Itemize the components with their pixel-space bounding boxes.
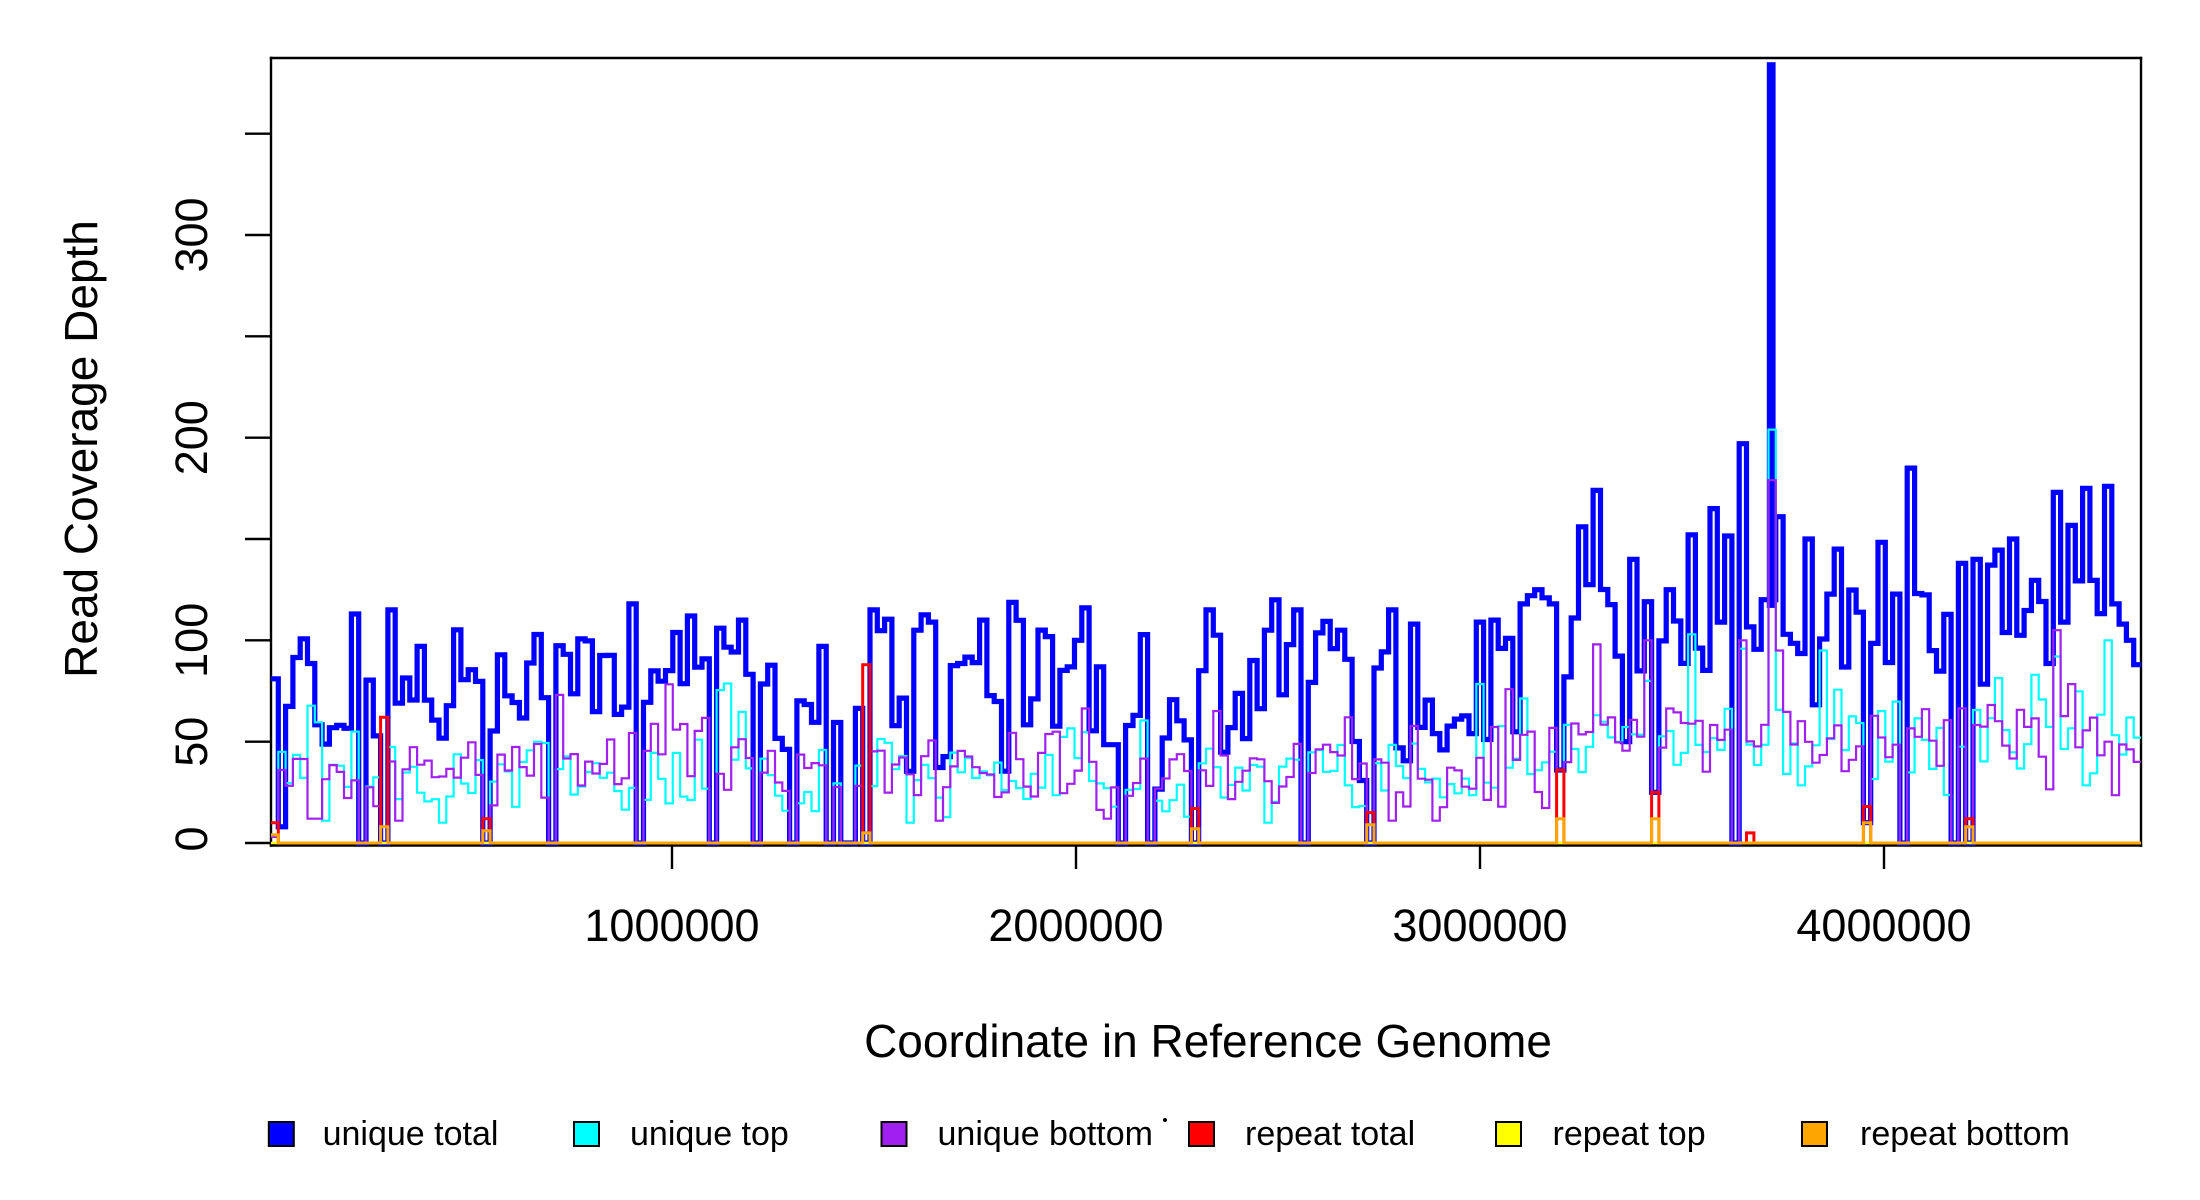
svg-text:4000000: 4000000 xyxy=(1796,900,1971,951)
svg-text:0: 0 xyxy=(166,826,217,851)
svg-text:Coordinate in Reference Genome: Coordinate in Reference Genome xyxy=(864,1015,1552,1067)
svg-text:unique top: unique top xyxy=(630,1115,789,1153)
svg-text:50: 50 xyxy=(166,717,217,767)
svg-text:unique bottom: unique bottom xyxy=(938,1115,1154,1153)
svg-text:300: 300 xyxy=(166,197,217,272)
svg-text:2000000: 2000000 xyxy=(988,900,1163,951)
svg-text:repeat bottom: repeat bottom xyxy=(1860,1115,2070,1153)
svg-text:unique total: unique total xyxy=(323,1115,499,1153)
svg-text:repeat top: repeat top xyxy=(1553,1115,1706,1153)
svg-text:1000000: 1000000 xyxy=(584,900,759,951)
svg-text:200: 200 xyxy=(166,400,217,475)
svg-text:repeat total: repeat total xyxy=(1245,1115,1415,1153)
svg-text:100: 100 xyxy=(166,603,217,678)
svg-text:3000000: 3000000 xyxy=(1392,900,1567,951)
svg-text:Read Coverage Depth: Read Coverage Depth xyxy=(55,220,107,678)
